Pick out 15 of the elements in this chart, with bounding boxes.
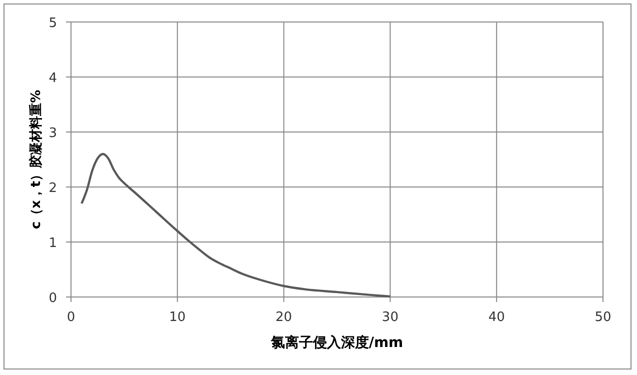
x-tick-label: 10 — [169, 310, 186, 325]
x-tick-label: 30 — [382, 310, 398, 325]
x-axis-title: 氯离子侵入深度/mm — [270, 334, 404, 351]
y-tick-label: 1 — [48, 236, 57, 251]
y-tick-label: 4 — [48, 71, 57, 86]
x-tick-label: 50 — [594, 310, 612, 325]
y-axis-title: c（x，t）胶凝材料重% — [28, 90, 44, 230]
y-tick-label: 5 — [48, 16, 57, 31]
x-tick-label: 20 — [276, 310, 292, 325]
x-tick-label: 0 — [66, 310, 76, 325]
line-series — [80, 152, 392, 298]
x-tick-label: 40 — [488, 310, 505, 325]
y-tick-label: 2 — [48, 181, 57, 196]
y-tick-label: 3 — [48, 126, 57, 141]
y-tick-label: 0 — [48, 291, 57, 306]
